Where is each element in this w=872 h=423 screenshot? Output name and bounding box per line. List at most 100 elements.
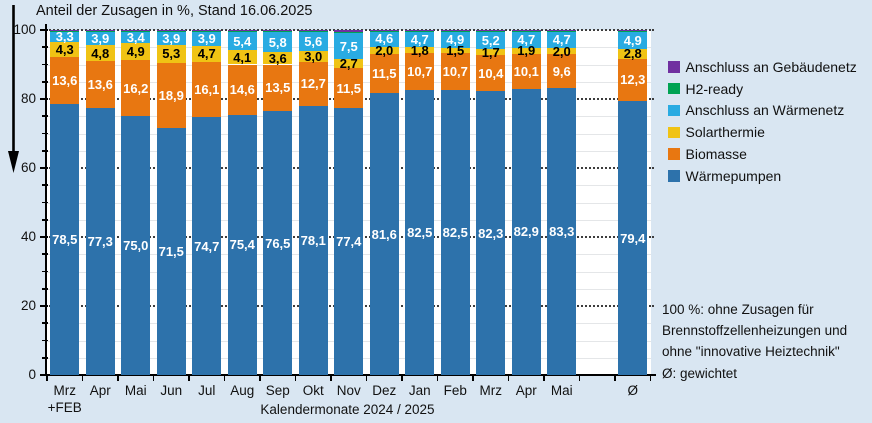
bar-value-label: 82,5 <box>407 225 433 241</box>
bar-value-label: 78,5 <box>52 232 78 248</box>
y-axis-minor-tick <box>41 339 48 342</box>
bar-segment-Wärmepumpen <box>298 105 328 375</box>
chart-title: Anteil der Zusagen in %, Stand 16.06.202… <box>36 3 313 19</box>
bar-segment-Anschluss an Wärmenetz <box>334 33 364 59</box>
bar-value-label: 78,1 <box>300 232 326 248</box>
bar-segment-Anschluss an Gebäudenetz <box>618 30 648 32</box>
bar-value-label: 75,0 <box>123 238 149 254</box>
x-axis-line <box>44 374 656 377</box>
bar-value-label: 12,3 <box>620 72 646 88</box>
bar-segment-Biomasse <box>618 58 648 102</box>
bar-segment-Solarthermie <box>298 51 328 62</box>
bar-segment-H2-ready <box>476 30 506 32</box>
legend-item: Solarthermie <box>668 121 857 143</box>
bar-segment-Solarthermie <box>618 48 648 59</box>
category-label: Ø <box>627 383 638 398</box>
y-axis-minor-tick <box>41 184 48 187</box>
category-label: Mrz <box>479 383 503 398</box>
y-axis-minor-tick <box>41 132 48 135</box>
bar-segment-Solarthermie <box>405 47 435 54</box>
x-axis-tick <box>543 376 545 381</box>
bar-segment-Anschluss an Gebäudenetz <box>121 30 151 32</box>
bar-value-label: 3,6 <box>268 50 287 66</box>
bar-segment-H2-ready <box>298 31 328 33</box>
x-axis-tick <box>649 376 652 381</box>
bar-segment-Wärmepumpen <box>156 128 186 375</box>
y-axis-label: 80 <box>20 91 36 106</box>
bar-segment-Wärmepumpen <box>227 114 257 375</box>
bar-segment-Anschluss an Wärmenetz <box>227 31 257 51</box>
bar-segment-Solarthermie <box>192 45 222 62</box>
bar-segment-Anschluss an Wärmenetz <box>85 31 115 45</box>
bar-segment-Wärmepumpen <box>618 101 648 375</box>
bar-segment-Solarthermie <box>227 50 257 65</box>
bar-value-label: 3,0 <box>304 49 323 65</box>
x-axis-tick <box>81 376 84 381</box>
bar-value-label: 14,6 <box>229 82 255 98</box>
x-axis-tick <box>614 376 616 381</box>
bar-value-label: 74,7 <box>194 238 220 254</box>
bar-value-label: 4,7 <box>197 46 216 62</box>
footnote-line: ohne "innovative Heiztechnik" <box>662 344 840 360</box>
bar-segment-Solarthermie <box>476 49 506 56</box>
bar-segment-Solarthermie <box>547 47 577 55</box>
bar-value-label: 7,5 <box>339 38 358 54</box>
bar-segment-Biomasse <box>192 61 222 118</box>
bar-value-label: 1,7 <box>481 44 500 60</box>
y-axis-label: 20 <box>20 298 36 313</box>
bar-segment-Biomasse <box>440 53 470 91</box>
legend-swatch <box>668 148 680 160</box>
bar-segment-Anschluss an Gebäudenetz <box>476 30 506 31</box>
bar-segment-Wärmepumpen <box>369 93 399 375</box>
bar-segment-Biomasse <box>476 55 506 92</box>
legend-swatch <box>668 104 680 117</box>
bar-value-label: 4,7 <box>517 31 536 47</box>
legend-label: Anschluss an Wärmenetz <box>685 102 845 119</box>
bar-value-label: 18,9 <box>158 88 184 104</box>
category-label: Sep <box>265 383 290 398</box>
bar-segment-Anschluss an Gebäudenetz <box>511 30 541 31</box>
bar-segment-H2-ready <box>547 30 577 32</box>
footnote: 100 %: ohne Zusagen für Brennstoffzellen… <box>662 299 847 384</box>
bar-value-label: 13,6 <box>87 77 113 93</box>
x-axis-tick <box>223 376 226 381</box>
legend-label: H2-ready <box>685 80 744 97</box>
bar-value-label: 3,9 <box>91 30 110 46</box>
bar-segment-H2-ready <box>227 31 257 32</box>
bar-value-label: 2,7 <box>339 56 358 72</box>
legend-label: Biomasse <box>685 146 747 163</box>
bar-segment-Solarthermie <box>85 44 115 62</box>
bar-value-label: 1,9 <box>517 43 536 59</box>
category-label: Apr <box>89 383 111 398</box>
bar-value-label: 10,7 <box>407 64 433 80</box>
bar-segment-Biomasse <box>85 61 115 109</box>
legend-item: H2-ready <box>668 78 857 100</box>
category-label: Feb <box>443 383 467 398</box>
y-axis-label: 0 <box>28 367 36 382</box>
category-label: Aug <box>230 383 255 398</box>
y-axis-major-tick <box>39 305 48 307</box>
bar-value-label: 3,9 <box>197 31 216 47</box>
legend-item: Anschluss an Wärmenetz <box>668 100 857 122</box>
bar-value-label: 5,6 <box>304 34 323 50</box>
category-label: Mai <box>550 383 573 398</box>
bar-value-label: 11,5 <box>336 80 362 96</box>
bar-value-label: 4,7 <box>410 31 429 47</box>
bar-segment-Anschluss an Wärmenetz <box>476 31 506 50</box>
bar-value-label: 4,3 <box>55 42 74 58</box>
bar-value-label: 79,4 <box>620 230 646 246</box>
bar-value-label: 77,4 <box>336 233 362 249</box>
bar-segment-Solarthermie <box>511 47 541 55</box>
y-axis-minor-tick <box>41 115 48 118</box>
bar-segment-H2-ready <box>263 31 293 33</box>
bar-value-label: 4,9 <box>623 33 642 49</box>
bar-segment-Solarthermie <box>369 46 399 54</box>
bar-value-label: 83,3 <box>549 223 575 239</box>
bar-segment-Solarthermie <box>263 52 293 65</box>
y-axis-minor-tick <box>41 63 48 66</box>
bar-segment-Anschluss an Wärmenetz <box>121 31 151 44</box>
bar-value-label: 81,6 <box>371 226 397 242</box>
bar-value-label: 16,2 <box>123 80 149 96</box>
y-axis-minor-tick <box>41 253 48 256</box>
legend-item: Anschluss an Gebäudenetz <box>668 56 857 78</box>
